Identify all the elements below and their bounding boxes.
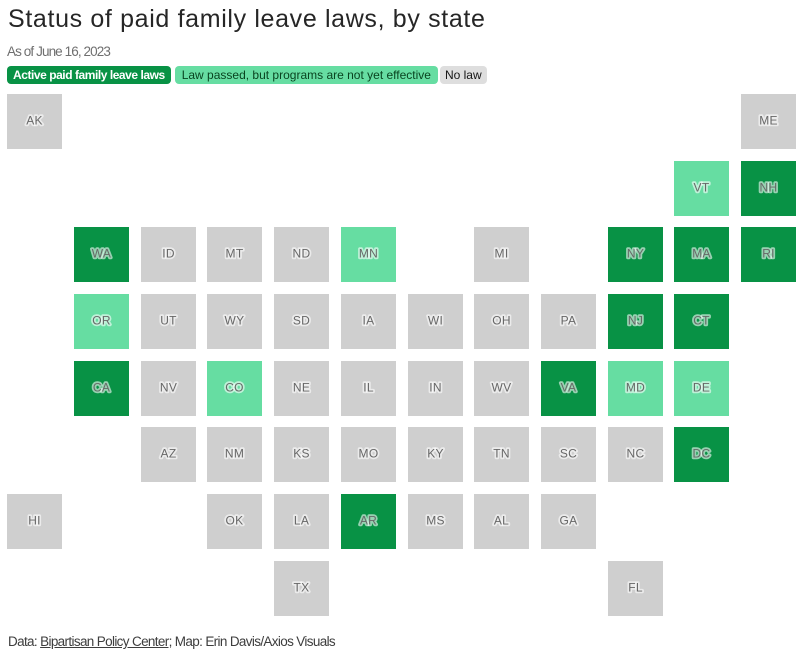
svg-text:OK: OK [226, 513, 244, 527]
svg-text:MA: MA [692, 246, 711, 260]
svg-text:LA: LA [294, 513, 309, 527]
svg-text:NY: NY [627, 246, 644, 260]
svg-text:PA: PA [561, 313, 577, 327]
svg-text:KS: KS [293, 446, 310, 460]
svg-text:CT: CT [693, 313, 710, 327]
svg-text:OH: OH [492, 313, 511, 327]
svg-text:CO: CO [225, 380, 244, 394]
svg-text:OR: OR [92, 313, 111, 327]
svg-text:ID: ID [162, 246, 175, 260]
svg-text:WV: WV [492, 380, 512, 394]
svg-text:MS: MS [426, 513, 445, 527]
svg-text:SC: SC [560, 446, 577, 460]
svg-text:KY: KY [427, 446, 444, 460]
svg-text:FL: FL [628, 580, 643, 594]
svg-text:AL: AL [494, 513, 509, 527]
svg-text:DC: DC [693, 446, 711, 460]
svg-text:MN: MN [359, 246, 378, 260]
svg-text:NH: NH [760, 180, 778, 194]
svg-text:NE: NE [293, 380, 310, 394]
svg-text:GA: GA [560, 513, 578, 527]
svg-text:MT: MT [226, 246, 244, 260]
svg-text:TN: TN [493, 446, 510, 460]
svg-text:NC: NC [627, 446, 645, 460]
svg-text:NM: NM [225, 446, 244, 460]
svg-text:IA: IA [363, 313, 375, 327]
svg-text:NV: NV [160, 380, 177, 394]
svg-text:WY: WY [225, 313, 245, 327]
svg-text:RI: RI [762, 246, 775, 260]
svg-text:ND: ND [293, 246, 311, 260]
svg-text:MI: MI [495, 246, 509, 260]
svg-text:VA: VA [561, 380, 577, 394]
svg-text:ME: ME [759, 113, 778, 127]
svg-text:AK: AK [26, 113, 43, 127]
svg-text:AZ: AZ [161, 446, 177, 460]
svg-text:VT: VT [694, 180, 710, 194]
svg-text:AR: AR [360, 513, 377, 527]
svg-text:IN: IN [429, 380, 442, 394]
svg-text:TX: TX [294, 580, 310, 594]
svg-text:SD: SD [293, 313, 310, 327]
svg-text:DE: DE [693, 380, 710, 394]
svg-text:NJ: NJ [628, 313, 643, 327]
svg-text:WI: WI [428, 313, 443, 327]
svg-text:UT: UT [160, 313, 177, 327]
svg-text:IL: IL [363, 380, 374, 394]
svg-text:MO: MO [359, 446, 379, 460]
svg-text:MD: MD [626, 380, 645, 394]
svg-text:CA: CA [93, 380, 110, 394]
svg-text:WA: WA [92, 246, 112, 260]
svg-text:HI: HI [28, 513, 41, 527]
